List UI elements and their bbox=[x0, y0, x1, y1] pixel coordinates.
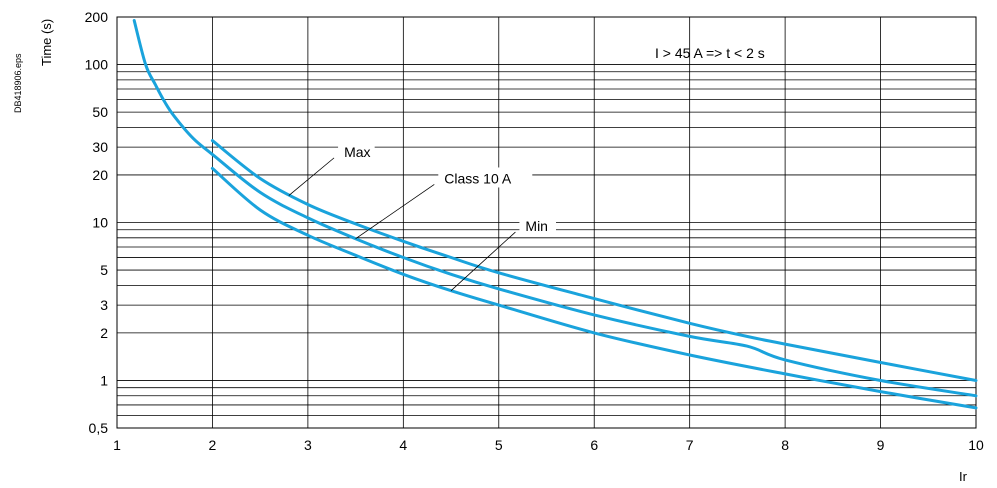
x-tick-label: 10 bbox=[968, 437, 984, 453]
label-bg-min bbox=[519, 215, 557, 236]
x-tick-label: 4 bbox=[399, 437, 407, 453]
leader-max bbox=[288, 157, 335, 196]
leader-class-10-a bbox=[355, 184, 435, 239]
figure-id: DB418906.eps bbox=[13, 53, 23, 113]
annotation-note: I > 45 A => t < 2 s bbox=[655, 45, 765, 61]
y-tick-label: 5 bbox=[100, 262, 108, 278]
y-tick-label: 50 bbox=[92, 104, 108, 120]
curve-labels: Max Class 10 A Min bbox=[288, 140, 557, 291]
y-tick-label: 100 bbox=[85, 57, 109, 73]
y-tick-label: 20 bbox=[92, 167, 108, 183]
y-tick-label: 200 bbox=[85, 9, 109, 25]
plot-frame bbox=[116, 16, 977, 429]
label-bg-class-10-a bbox=[438, 167, 533, 188]
leader-min bbox=[450, 231, 516, 291]
y-tick-label: 3 bbox=[100, 297, 108, 313]
label-bg-max bbox=[338, 140, 375, 161]
y-tick-label: 10 bbox=[92, 215, 108, 231]
x-tick-label: 1 bbox=[113, 437, 121, 453]
y-axis-title: Time (s) bbox=[39, 19, 54, 66]
y-tick-label: 0,5 bbox=[89, 420, 109, 436]
x-axis-title: Ir bbox=[959, 469, 968, 484]
x-tick-label: 2 bbox=[209, 437, 217, 453]
y-tick-label: 1 bbox=[100, 372, 108, 388]
x-tick-label: 3 bbox=[304, 437, 312, 453]
y-tick-label: 30 bbox=[92, 139, 108, 155]
curve-max bbox=[210, 139, 978, 382]
label-max: Max bbox=[344, 144, 370, 160]
curve-min bbox=[210, 166, 978, 410]
x-tick-labels: 1 2 3 4 5 6 7 8 9 10 bbox=[113, 437, 984, 453]
curve-class-10-a bbox=[132, 19, 978, 398]
x-tick-label: 5 bbox=[495, 437, 503, 453]
label-class-10-a: Class 10 A bbox=[444, 170, 512, 186]
y-tick-labels: 0,5 1 2 3 5 10 20 30 50 100 200 bbox=[85, 9, 109, 436]
x-tick-label: 6 bbox=[590, 437, 598, 453]
y-tick-label: 2 bbox=[100, 325, 108, 341]
x-tick-label: 7 bbox=[686, 437, 694, 453]
label-min: Min bbox=[525, 218, 548, 234]
x-tick-label: 8 bbox=[781, 437, 789, 453]
x-tick-label: 9 bbox=[877, 437, 885, 453]
curves bbox=[132, 19, 978, 410]
